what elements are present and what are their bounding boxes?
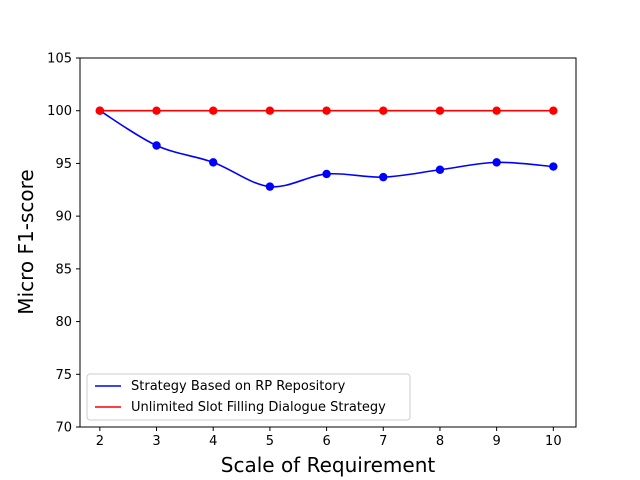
x-tick-label: 7	[379, 434, 387, 449]
x-axis-label: Scale of Requirement	[221, 453, 436, 477]
data-point-rp-repository	[152, 141, 161, 150]
y-axis: 70 75 80 85 90 95 100 105	[47, 52, 80, 436]
x-axis: 2 3 4 5 6 7 8 9 10	[96, 427, 562, 449]
data-point-rp-repository	[322, 169, 331, 179]
x-tick-label: 4	[209, 434, 217, 449]
data-point-unlimited-slot-filling	[322, 106, 331, 115]
y-tick-label: 90	[55, 210, 72, 225]
data-point-unlimited-slot-filling	[492, 106, 501, 115]
data-point-unlimited-slot-filling	[549, 106, 558, 115]
y-axis-label: Micro F1-score	[14, 169, 38, 314]
y-tick-label: 80	[55, 315, 72, 330]
x-tick-label: 6	[322, 434, 330, 449]
x-tick-label: 8	[436, 434, 444, 449]
data-point-unlimited-slot-filling	[152, 106, 161, 115]
x-tick-label: 5	[266, 434, 274, 449]
data-point-rp-repository	[435, 165, 445, 174]
data-point-rp-repository	[549, 162, 558, 171]
data-point-rp-repository	[379, 172, 388, 182]
x-tick-label: 3	[152, 434, 160, 449]
data-point-rp-repository	[209, 158, 218, 167]
data-point-rp-repository	[265, 182, 275, 191]
plot-area-frame	[79, 57, 577, 428]
data-point-unlimited-slot-filling	[209, 106, 218, 115]
y-tick-label: 95	[55, 157, 72, 172]
x-tick-label: 2	[96, 434, 104, 449]
y-tick-label: 75	[55, 368, 72, 383]
series-layer	[95, 106, 558, 191]
data-point-rp-repository	[492, 158, 501, 167]
data-point-unlimited-slot-filling	[265, 106, 275, 115]
legend-label-unlimited-slot-filling: Unlimited Slot Filling Dialogue Strategy	[131, 400, 386, 415]
y-tick-label: 100	[47, 104, 72, 119]
x-tick-label: 9	[492, 434, 500, 449]
x-tick-label: 10	[545, 434, 562, 449]
data-point-unlimited-slot-filling	[379, 106, 388, 115]
legend-box	[86, 373, 411, 421]
data-point-unlimited-slot-filling	[435, 106, 445, 115]
legend-label-rp-repository: Strategy Based on RP Repository	[131, 379, 346, 394]
y-tick-label: 105	[47, 52, 72, 67]
legend: Strategy Based on RP Repository Unlimite…	[86, 373, 411, 421]
data-point-unlimited-slot-filling	[95, 106, 105, 115]
y-tick-label: 70	[55, 421, 72, 436]
y-tick-label: 85	[55, 262, 72, 277]
